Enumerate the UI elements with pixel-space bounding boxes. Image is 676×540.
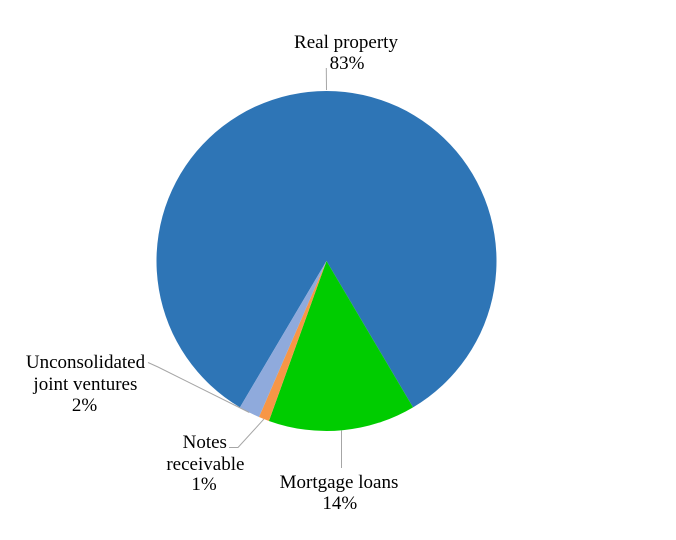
svg-text:receivable: receivable xyxy=(166,454,244,475)
svg-text:Unconsolidated: Unconsolidated xyxy=(26,352,146,373)
svg-text:83%: 83% xyxy=(330,53,365,74)
svg-text:2%: 2% xyxy=(72,395,98,416)
svg-text:Mortgage loans: Mortgage loans xyxy=(280,472,399,493)
svg-text:Notes: Notes xyxy=(183,432,227,453)
svg-text:joint ventures: joint ventures xyxy=(32,374,137,395)
svg-text:1%: 1% xyxy=(191,474,217,495)
svg-text:Real property: Real property xyxy=(294,32,398,53)
svg-text:14%: 14% xyxy=(322,493,357,514)
